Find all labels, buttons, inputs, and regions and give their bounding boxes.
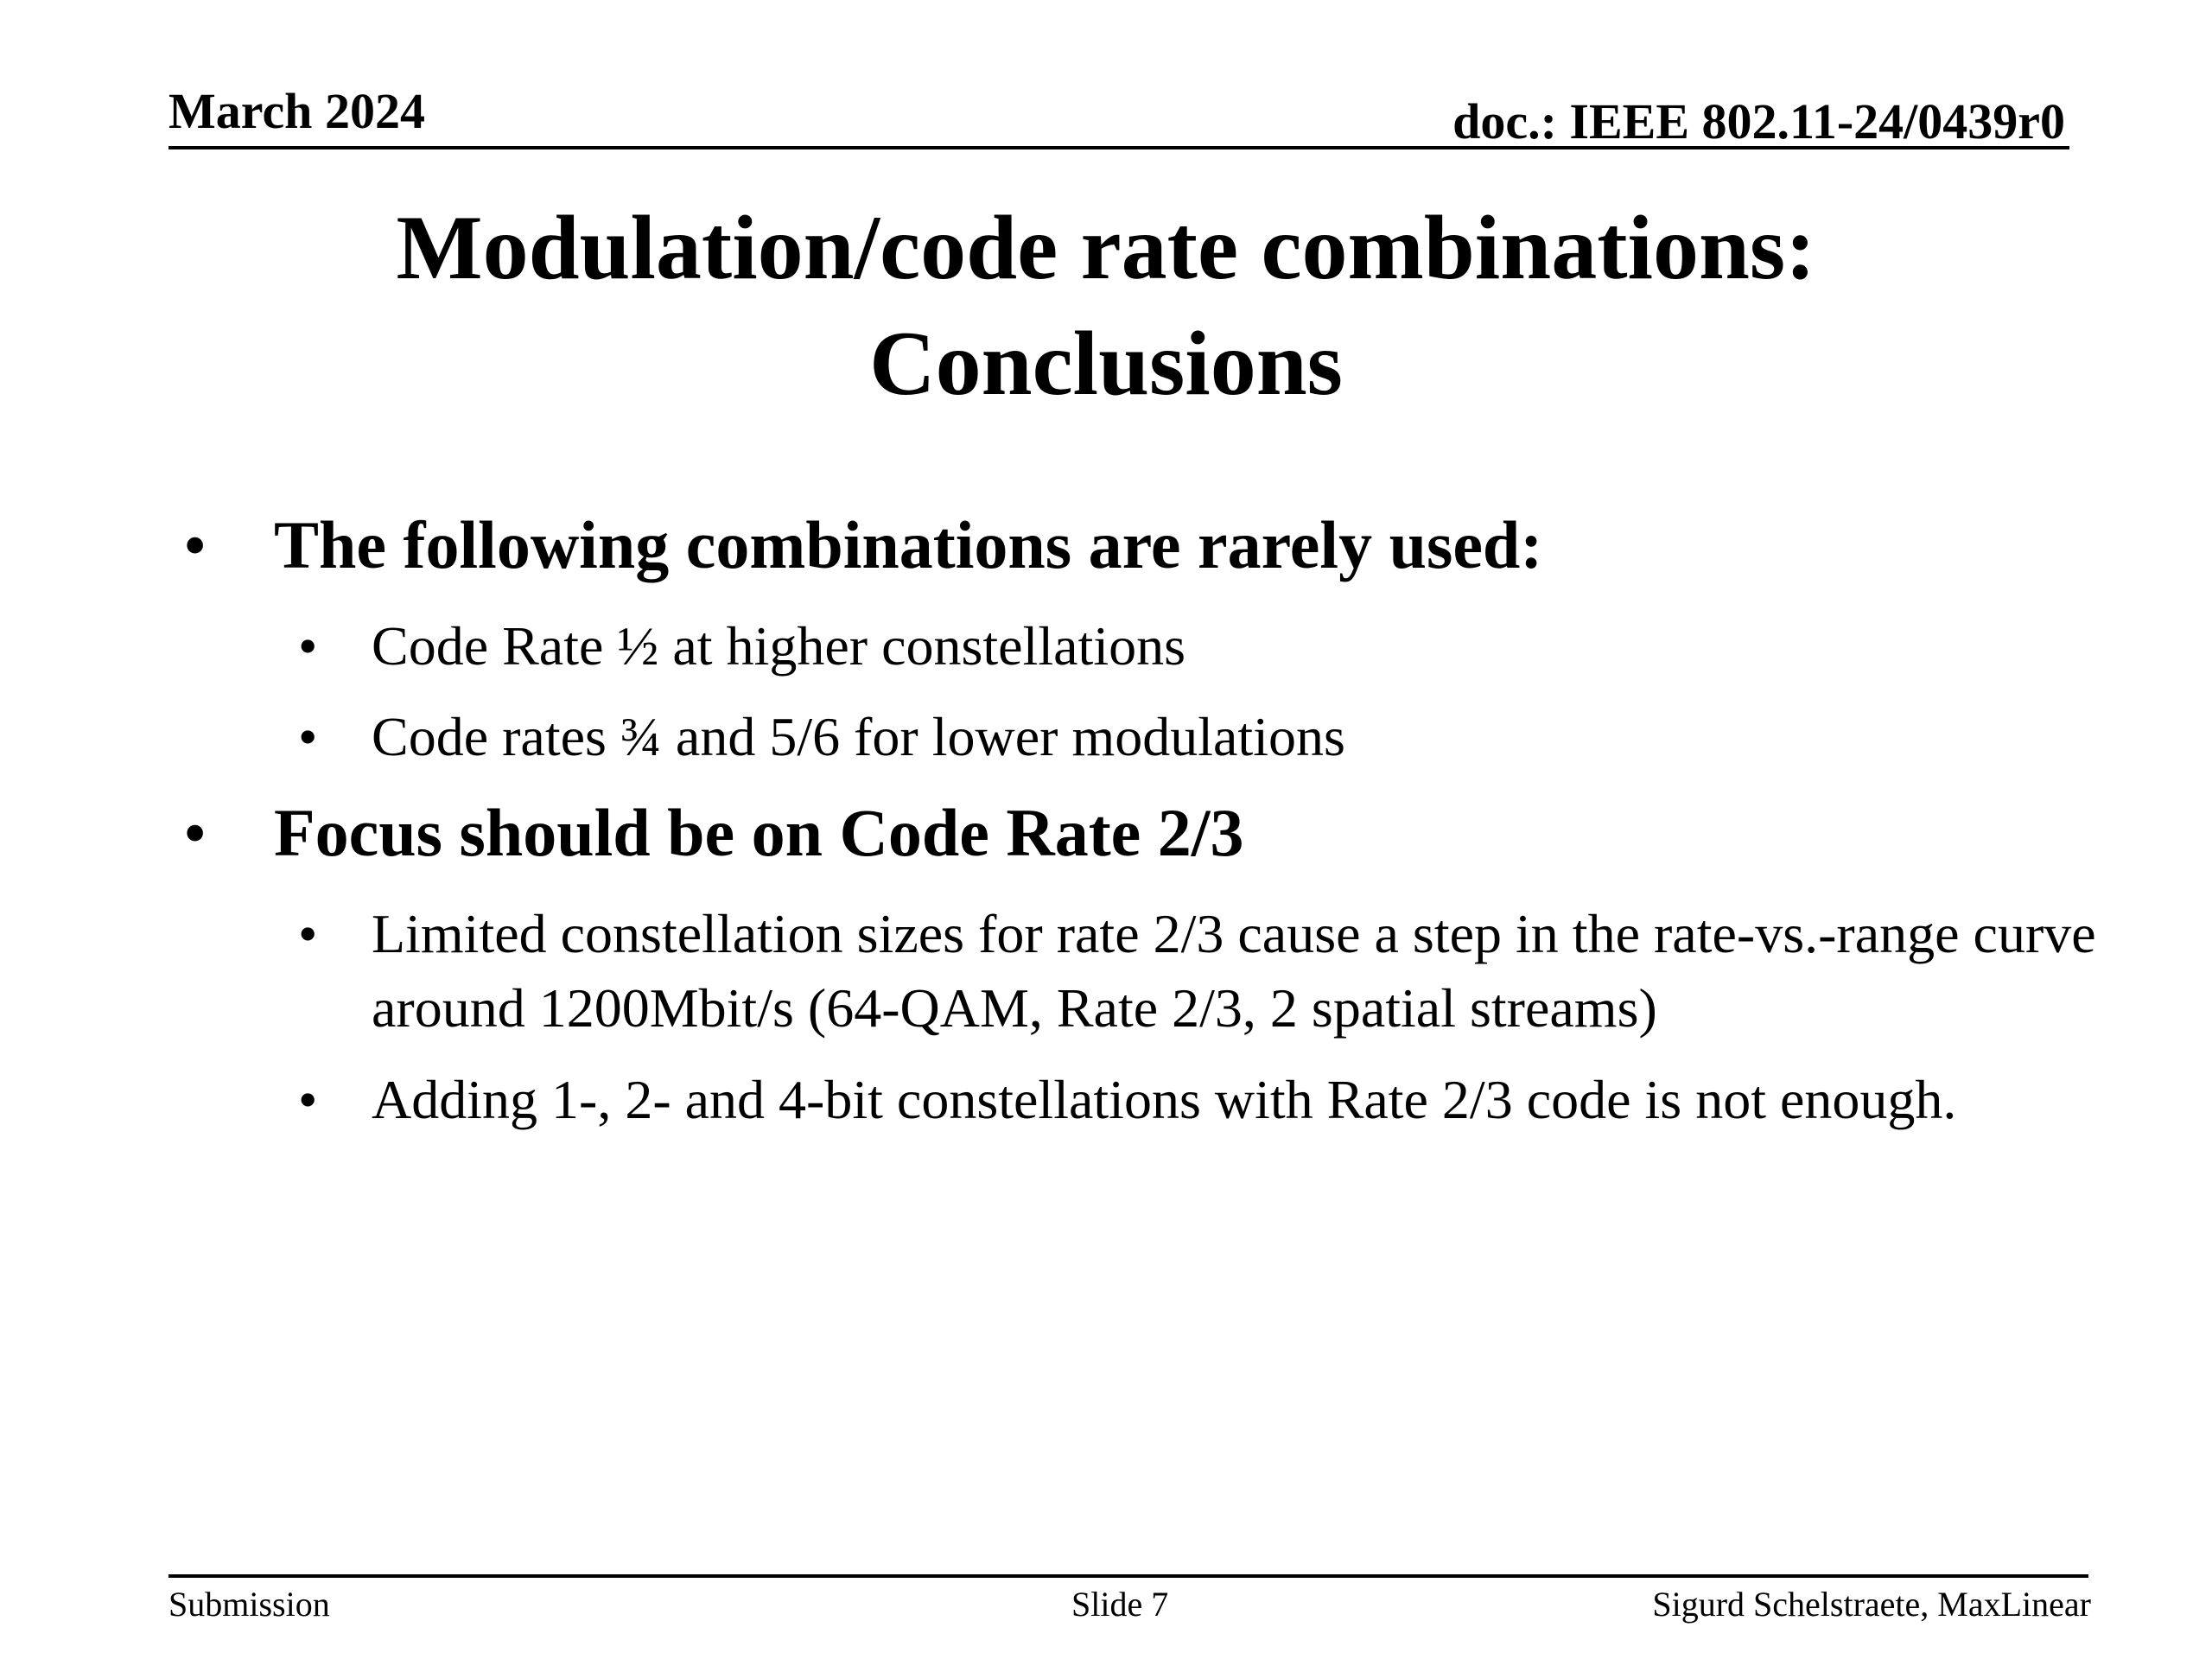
bullet-2-sub-2-marker: • (298, 1069, 318, 1130)
bullet-2-marker: • (183, 795, 207, 870)
bullet-2-sub-1-text: Limited constellation sizes for rate 2/3… (372, 903, 2096, 1039)
bullet-1-sub-1-text: Code Rate ½ at higher constellations (372, 615, 1185, 677)
header-date: March 2024 (168, 83, 425, 139)
bullet-1-sub-2-marker: • (298, 706, 318, 767)
footer-slide-number: Slide 7 (1071, 1585, 1169, 1624)
bullet-1-sub-1-marker: • (298, 615, 318, 677)
bullet-1-text: The following combinations are rarely us… (274, 507, 1543, 582)
bullet-2-text: Focus should be on Code Rate 2/3 (274, 795, 1244, 870)
bullet-1-sub-2-text: Code rates ¾ and 5/6 for lower modulatio… (372, 706, 1345, 767)
bullet-2-sub-1-marker: • (298, 903, 318, 964)
footer-submission: Submission (168, 1585, 330, 1624)
footer-author: Sigurd Schelstraete, MaxLinear (1652, 1585, 2091, 1624)
slide-title-line-2: Conclusions (869, 313, 1343, 414)
header-divider (168, 146, 2069, 149)
footer-divider (168, 1574, 2088, 1578)
bullet-1-marker: • (183, 507, 207, 582)
slide-title: Modulation/code rate combinations: Concl… (0, 190, 2212, 422)
header-doc-id: doc.: IEEE 802.11-24/0439r0 (1452, 93, 2065, 149)
bullet-2-sub-2-text: Adding 1-, 2- and 4-bit constellations w… (372, 1069, 1957, 1130)
slide-title-line-1: Modulation/code rate combinations: (396, 197, 1816, 298)
